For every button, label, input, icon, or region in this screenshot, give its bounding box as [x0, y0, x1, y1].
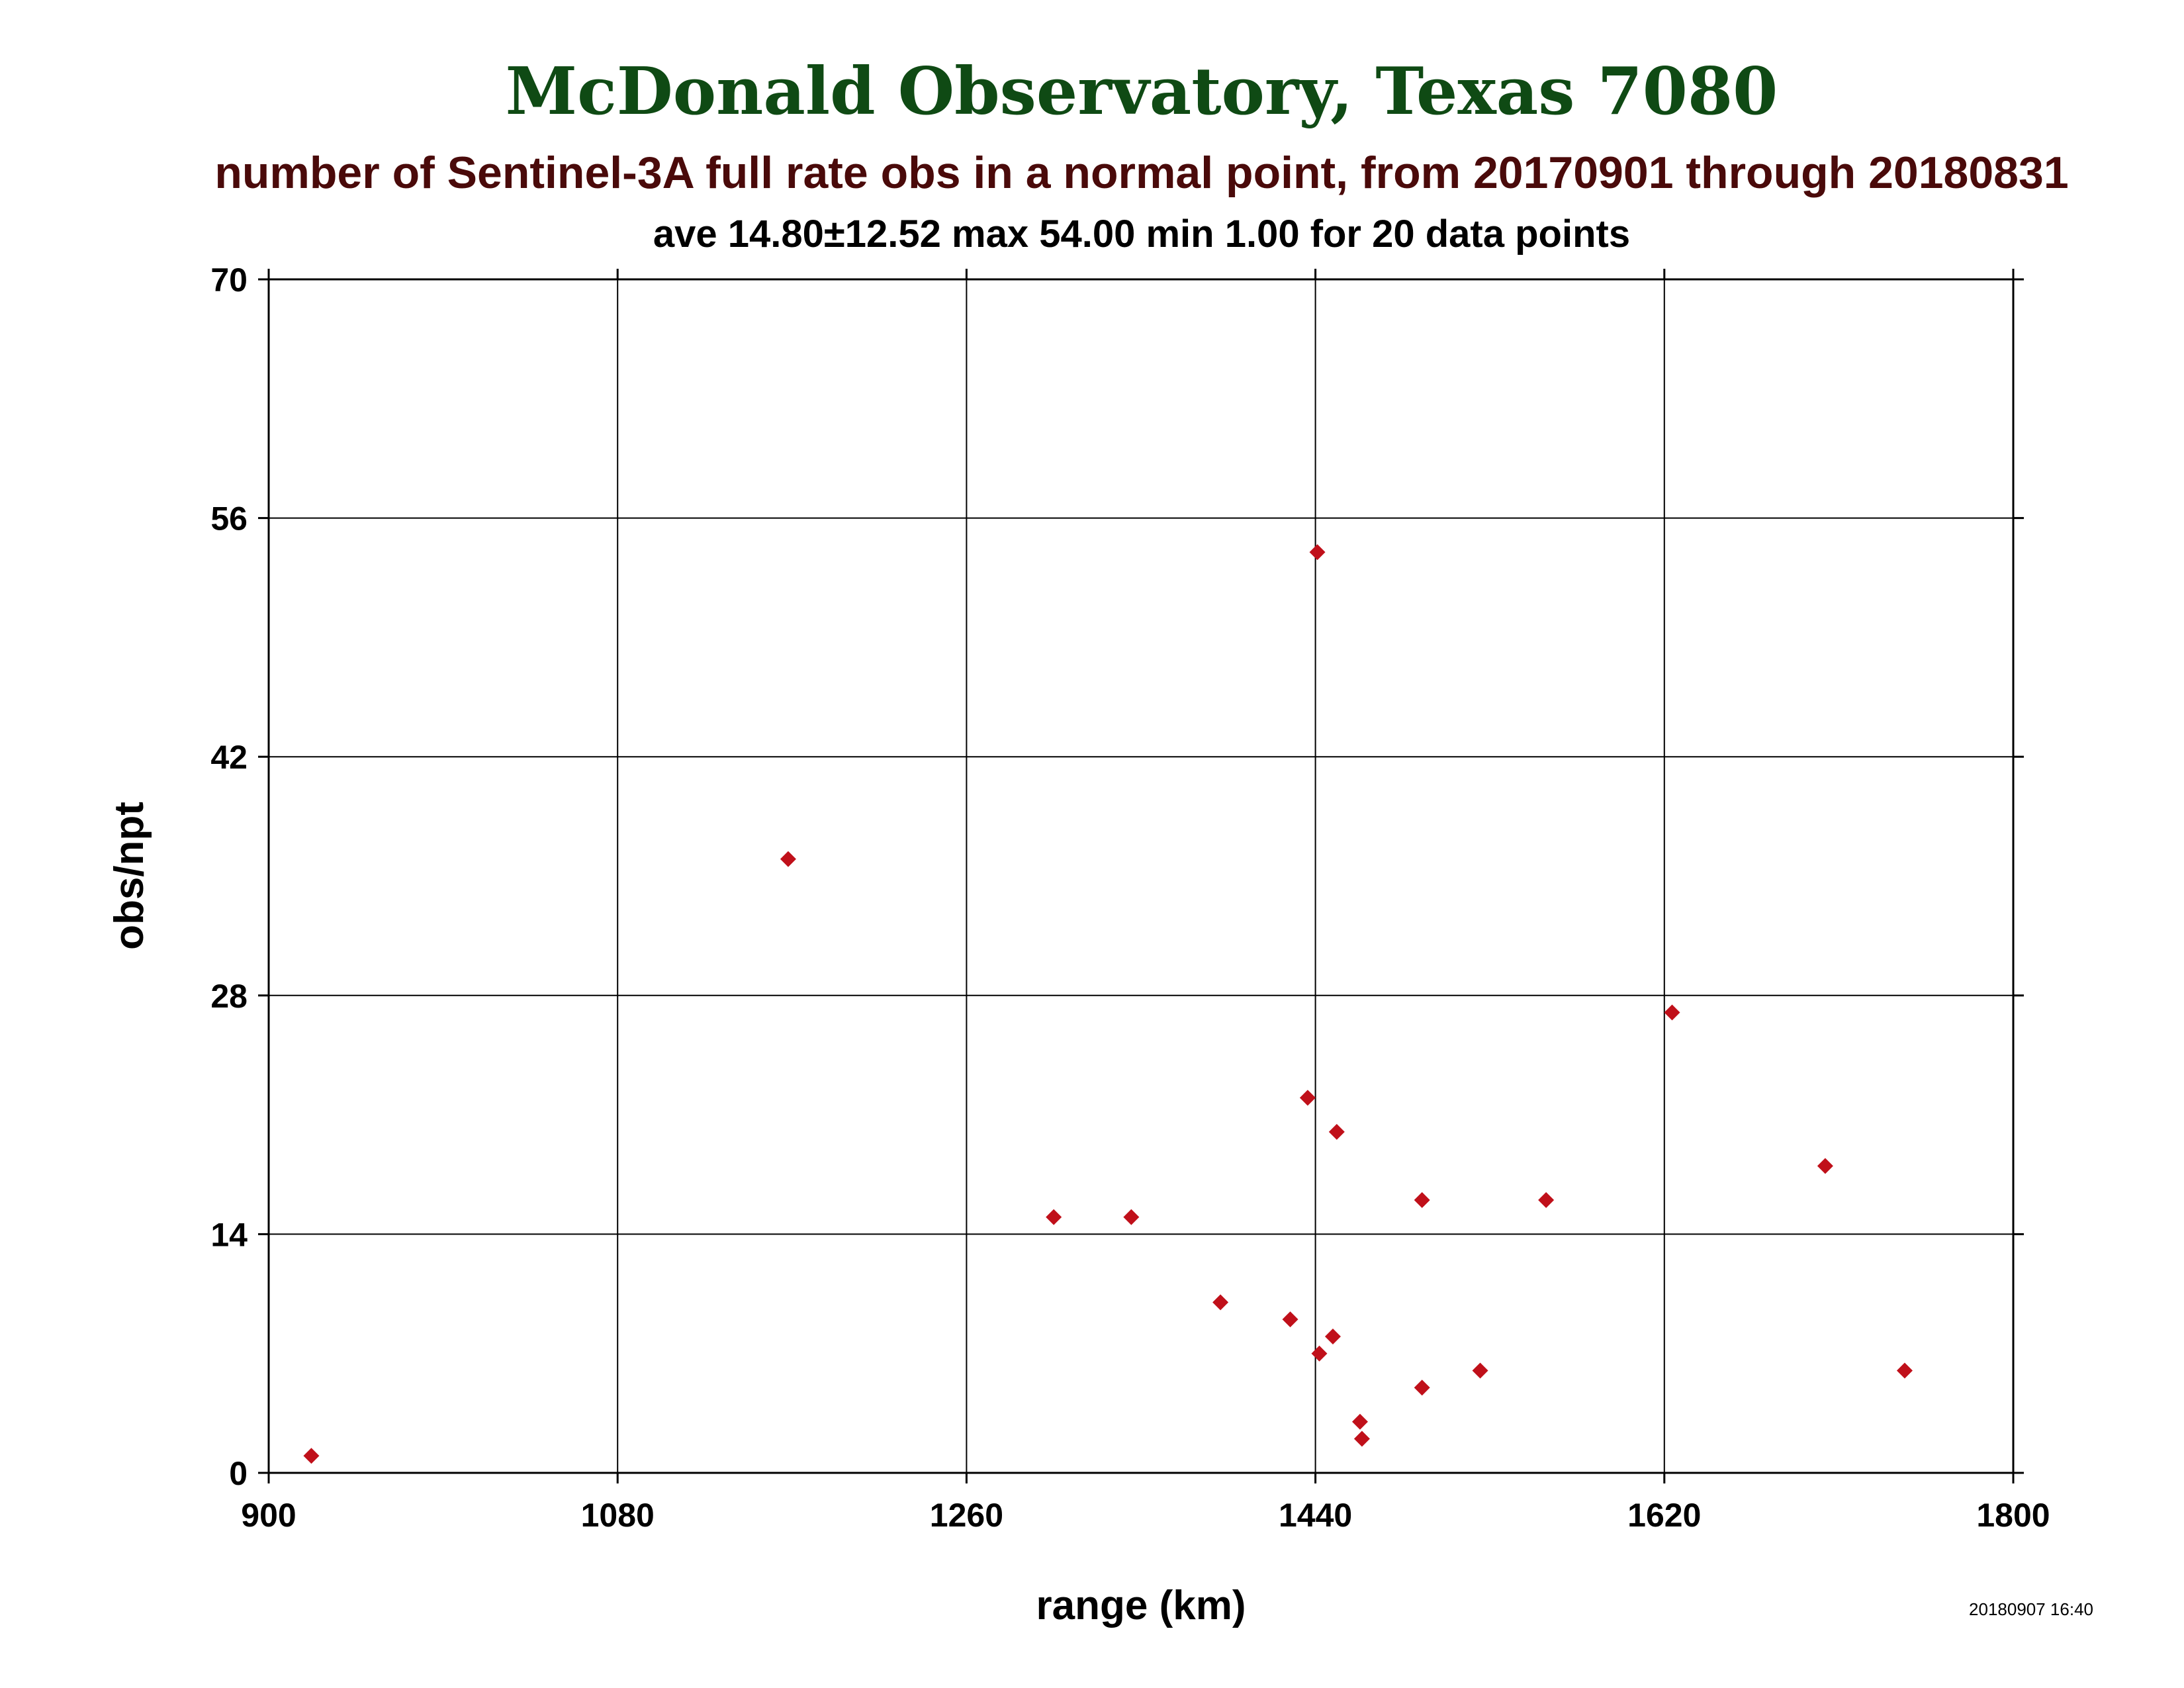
data-point: [1817, 1158, 1833, 1174]
y-axis-label: obs/npt: [107, 802, 152, 950]
x-tick-label: 1620: [1627, 1497, 1701, 1534]
x-tick-label: 900: [241, 1497, 296, 1534]
data-point: [1324, 1328, 1341, 1344]
x-tick-label: 1260: [930, 1497, 1003, 1534]
y-tick-label: 70: [210, 261, 248, 299]
data-point: [1123, 1209, 1140, 1225]
y-tick-label: 0: [229, 1455, 248, 1492]
data-point: [1472, 1362, 1488, 1379]
x-axis-label: range (km): [1036, 1583, 1246, 1628]
data-point: [1538, 1192, 1555, 1208]
chart-stats: ave 14.80±12.52 max 54.00 min 1.00 for 2…: [653, 212, 1630, 256]
data-point: [1046, 1209, 1062, 1225]
axis-ticks: 900 1080 1260 1440 1620 1800 0 14 28 42 56 70: [210, 261, 2050, 1534]
y-tick-label: 28: [210, 978, 248, 1015]
data-point: [1351, 1413, 1368, 1430]
data-point: [303, 1448, 320, 1464]
data-point: [1414, 1192, 1430, 1208]
x-tick-label: 1800: [1976, 1497, 2050, 1534]
data-point: [1309, 544, 1326, 561]
data-point: [1664, 1004, 1680, 1021]
data-point: [1299, 1090, 1316, 1106]
data-points: [303, 544, 1913, 1464]
data-point: [1896, 1362, 1913, 1379]
data-point: [1311, 1345, 1328, 1362]
data-point: [1212, 1294, 1229, 1311]
chart-subtitle: number of Sentinel-3A full rate obs in a…: [214, 148, 2068, 198]
data-point: [1282, 1311, 1298, 1328]
x-tick-label: 1080: [581, 1497, 655, 1534]
chart-title: McDonald Observatory, Texas 7080: [506, 54, 1778, 130]
data-point: [1414, 1380, 1430, 1396]
gridlines: [268, 279, 2014, 1474]
y-tick-label: 14: [210, 1216, 248, 1253]
data-point: [780, 851, 796, 867]
data-point: [1353, 1430, 1370, 1447]
x-tick-label: 1440: [1279, 1497, 1352, 1534]
y-tick-label: 56: [210, 500, 248, 538]
plot-frame: [267, 278, 2015, 1474]
data-point: [1328, 1123, 1345, 1140]
y-tick-label: 42: [210, 739, 248, 776]
timestamp: 20180907 16:40: [1969, 1599, 2093, 1619]
